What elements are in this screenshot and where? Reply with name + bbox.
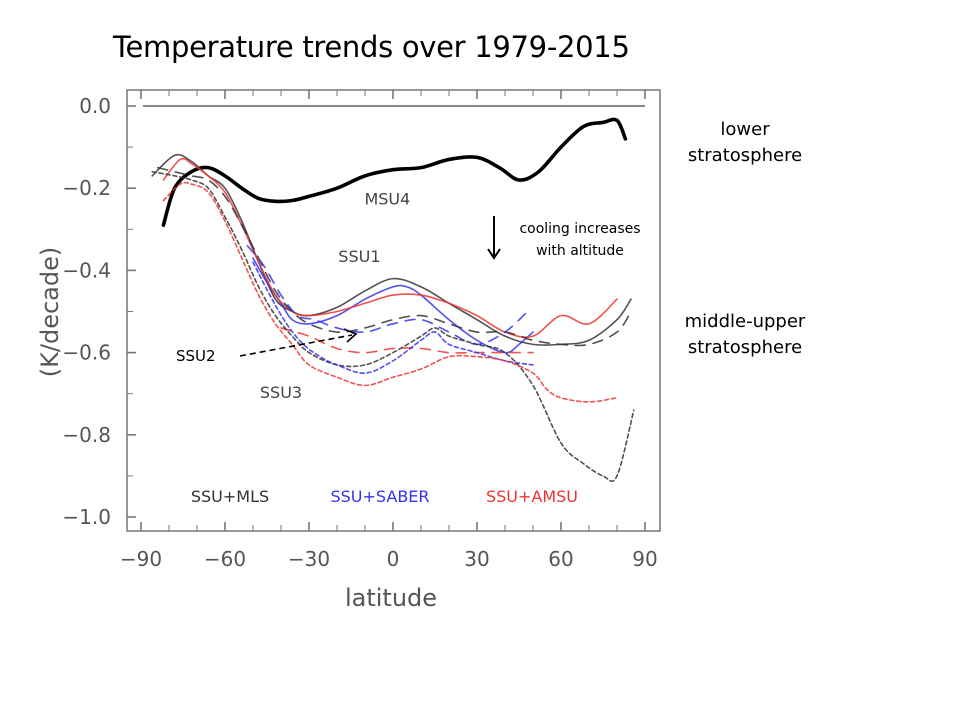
annotation-line: lower — [720, 119, 770, 140]
series-ssu1-ssu-saber — [252, 257, 534, 354]
series-ssu1-ssu-mls — [151, 153, 632, 346]
axes: −90 −60 −30 0 30 60 90 0.0 −0.2 −0.4 −0.6 −0.8 −1.0 — [62, 89, 661, 571]
x-tick-label: −30 — [288, 547, 330, 571]
annotation-line: with altitude — [536, 243, 624, 259]
cooling-annotation: cooling increases with altitude — [505, 218, 655, 262]
curve-label-msu4: MSU4 — [364, 190, 410, 209]
x-tick-label: 60 — [548, 547, 573, 571]
x-tick-label: −90 — [120, 547, 162, 571]
y-tick-label: −0.2 — [62, 176, 111, 200]
lower-stratosphere-annotation: lower stratosphere — [665, 117, 825, 169]
series-ssu3-ssu-saber — [252, 261, 534, 374]
middle-upper-stratosphere-annotation: middle-upper stratosphere — [665, 309, 825, 361]
annotation-line: cooling increases — [519, 221, 641, 237]
label-layer: MSU4 SSU1 SSU3 SSU+MLS SSU+SABER SSU+AMSU — [191, 190, 578, 506]
ssu2-annotation: SSU2 — [176, 347, 216, 365]
series-ssu3-ssu-amsu — [162, 181, 618, 403]
y-tick-label: −0.8 — [62, 423, 111, 447]
y-tick-label: 0.0 — [79, 94, 111, 118]
plot-frame — [126, 89, 661, 532]
annotation-line: stratosphere — [687, 145, 803, 166]
x-tick-label: 30 — [464, 547, 489, 571]
annotation-line: middle-upper — [684, 311, 806, 332]
annotation-line: stratosphere — [687, 337, 803, 358]
y-axis-label: (K/decade) — [36, 247, 64, 377]
curve-label-ssu3: SSU3 — [260, 383, 302, 402]
series-layer — [151, 117, 635, 483]
slide-title: Temperature trends over 1979-2015 — [113, 30, 630, 64]
x-tick-label: 0 — [387, 547, 400, 571]
x-tick-label: 90 — [632, 547, 657, 571]
series-ssu2-ssu-mls — [157, 166, 632, 347]
y-tick-label: −0.6 — [62, 341, 111, 365]
series-ssu3-ssu-mls — [151, 170, 635, 483]
legend-entry: SSU+MLS — [191, 487, 269, 506]
series-msu4 — [161, 117, 628, 227]
y-tick-label: −1.0 — [62, 505, 111, 529]
y-tick-label: −0.4 — [62, 258, 111, 282]
x-axis-label: latitude — [345, 584, 437, 612]
x-tick-label: −60 — [204, 547, 246, 571]
legend-entry: SSU+AMSU — [486, 487, 578, 506]
ssu2-pointer-arrow — [239, 328, 358, 357]
down-arrow-icon — [487, 216, 501, 260]
curve-label-ssu1: SSU1 — [338, 247, 380, 266]
legend-entry: SSU+SABER — [330, 487, 429, 506]
series-ssu2-ssu-amsu — [280, 327, 534, 354]
